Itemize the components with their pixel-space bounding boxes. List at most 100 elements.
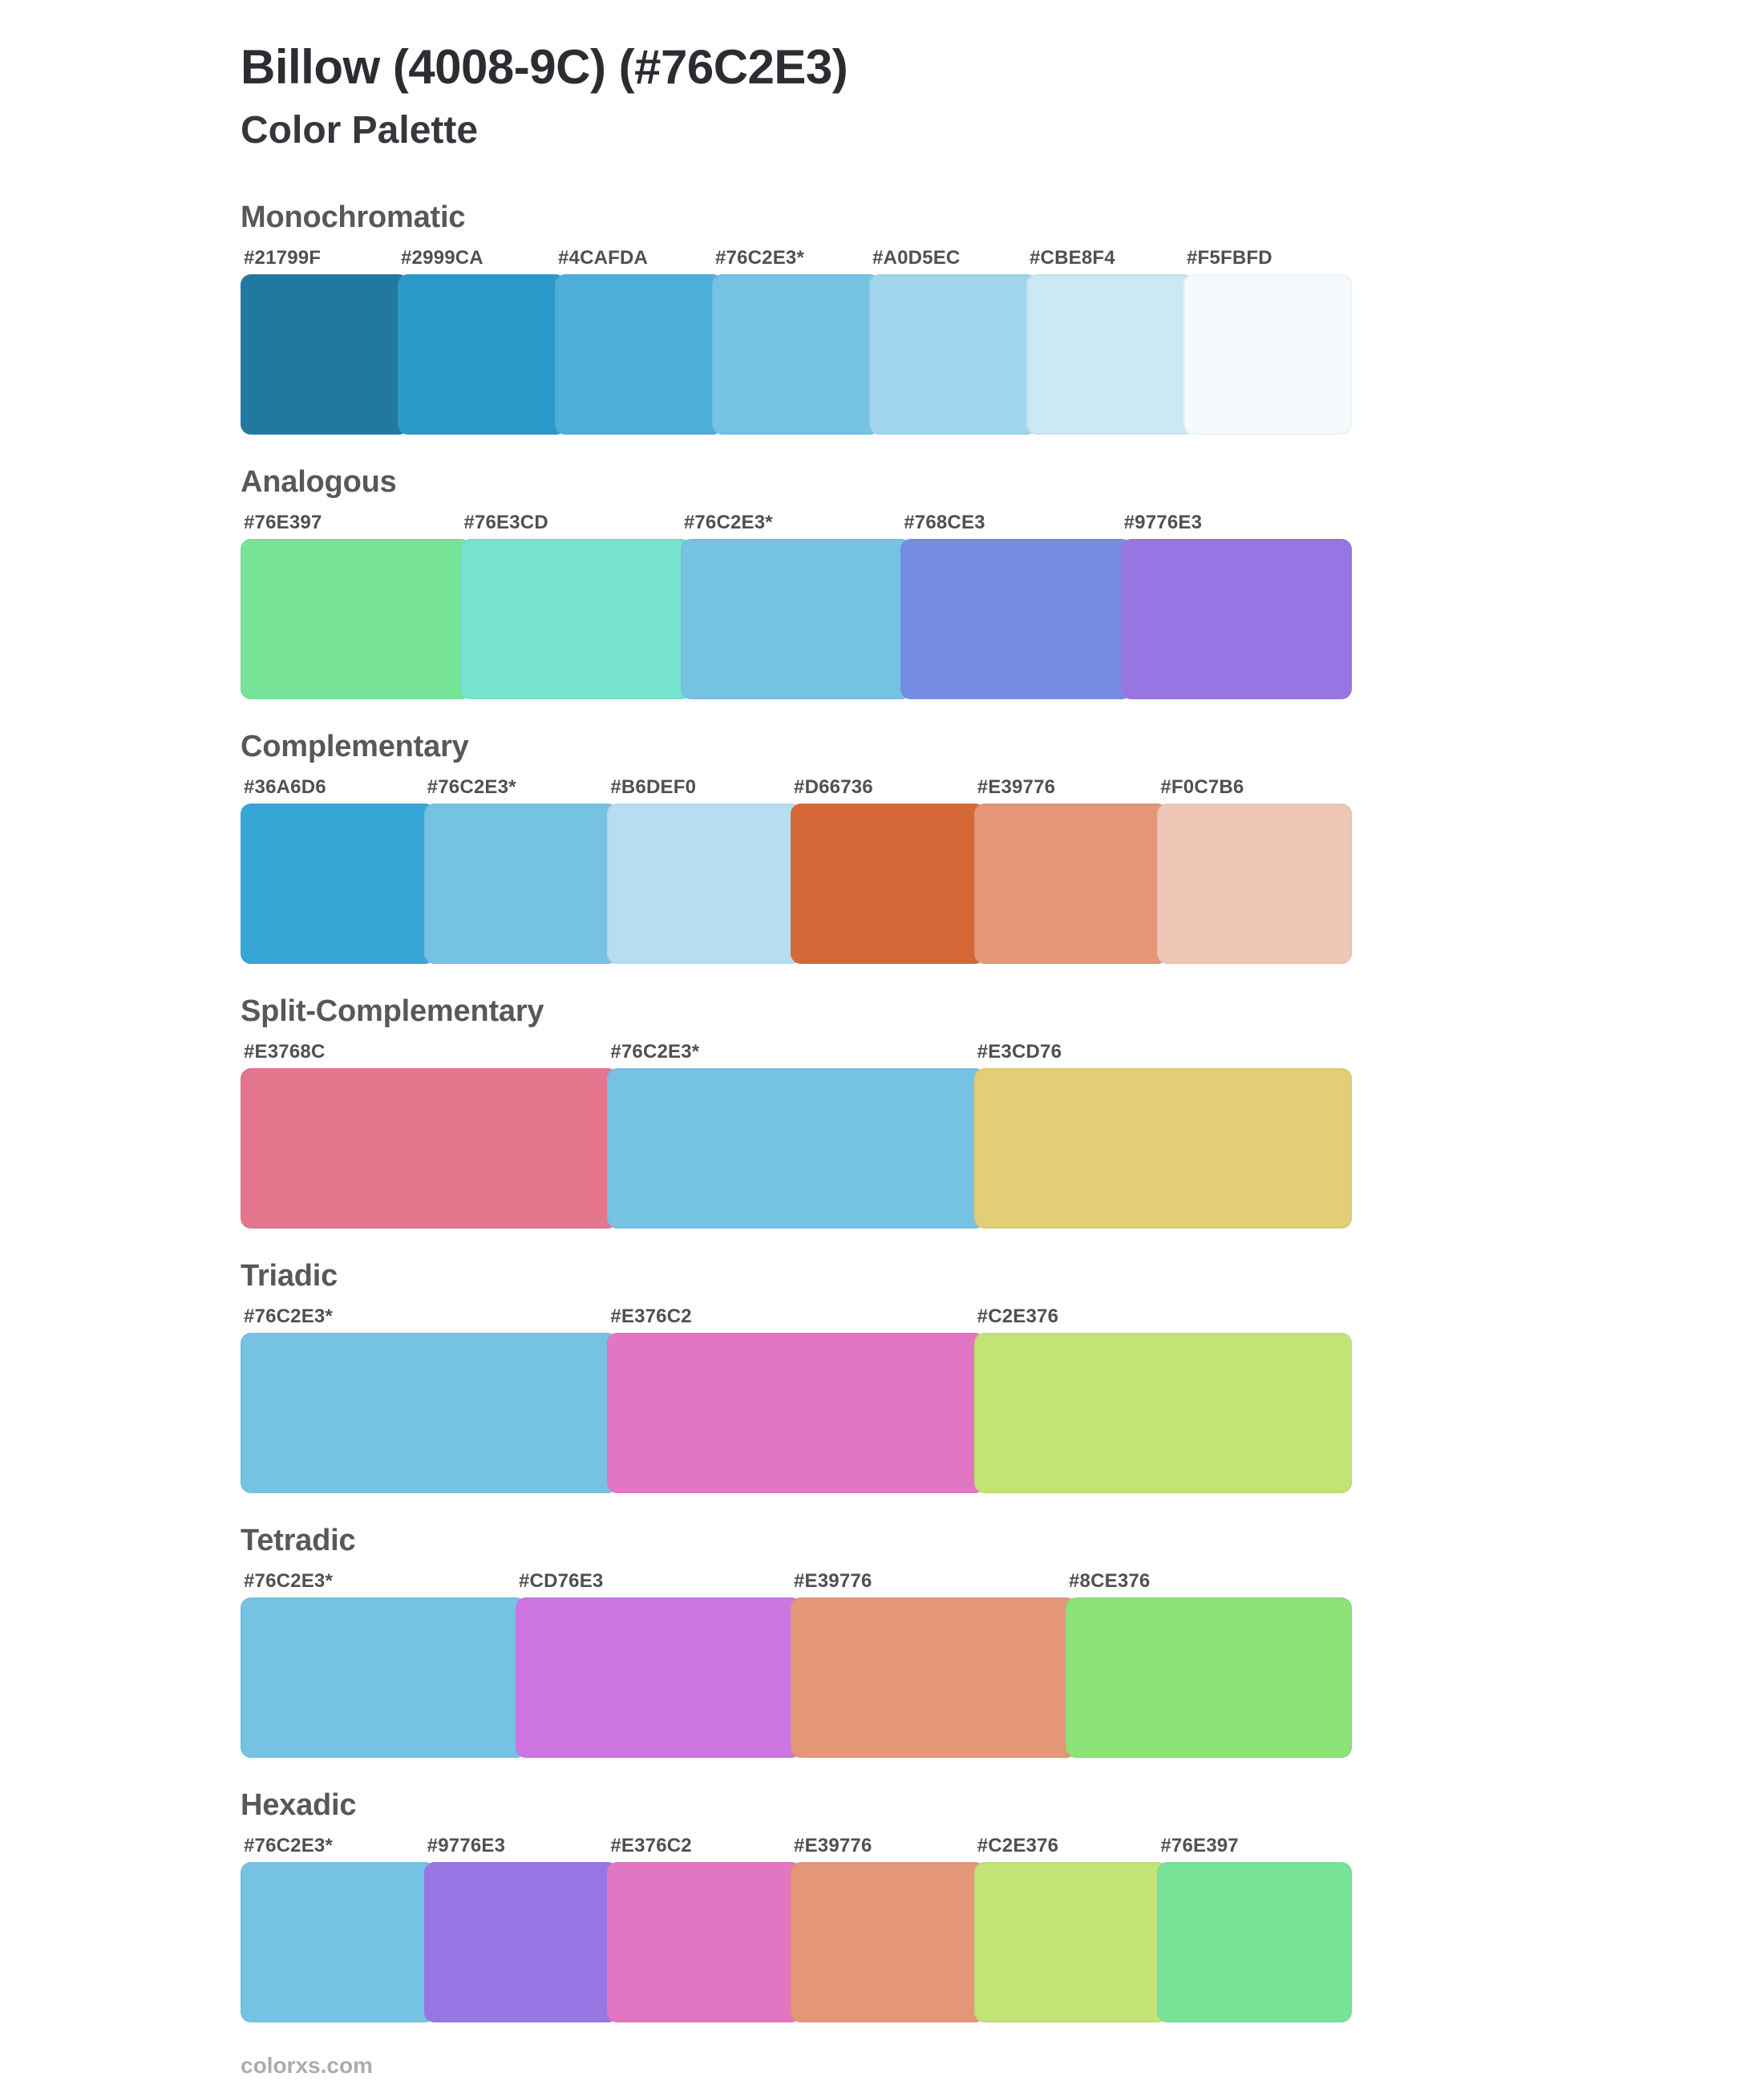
swatch-hex-label: #A0D5EC — [872, 247, 961, 269]
color-swatch[interactable] — [712, 274, 880, 435]
section-heading: Triadic — [241, 1259, 338, 1293]
color-swatch[interactable] — [1157, 804, 1353, 964]
color-swatch[interactable] — [423, 1862, 619, 2022]
swatch-hex-label: #36A6D6 — [244, 776, 326, 798]
color-swatch[interactable] — [423, 804, 619, 964]
section-analogous: Analogous #76E397 #76E3CD #76C2E3* #768CE3 #9… — [241, 464, 1353, 699]
swatch-hex-label: #21799F — [244, 247, 322, 269]
color-palette-page: Billow (4008-9C) (#76C2E3) Color Palette… — [241, 0, 1353, 2079]
swatch-hex-label: #2999CA — [401, 247, 483, 269]
section-heading: Monochromatic — [241, 200, 466, 234]
color-swatch[interactable] — [241, 1597, 527, 1758]
swatch-hex-label: #C2E376 — [977, 1835, 1059, 1856]
swatch-hex-label: #76E3CD — [463, 512, 548, 533]
swatch-hex-label: #E39776 — [977, 776, 1056, 798]
color-swatch[interactable] — [607, 1333, 985, 1493]
color-swatch[interactable] — [516, 1597, 802, 1758]
swatch-hex-label: #76C2E3* — [244, 1570, 334, 1592]
color-swatch[interactable] — [241, 804, 435, 964]
color-swatch[interactable] — [680, 539, 912, 699]
color-swatch[interactable] — [869, 274, 1038, 435]
swatch-hex-label: #9776E3 — [427, 1835, 506, 1856]
swatch-hex-label: #8CE376 — [1069, 1570, 1151, 1592]
color-swatch[interactable] — [241, 1333, 619, 1493]
color-swatch[interactable] — [973, 804, 1169, 964]
color-swatch[interactable] — [241, 1862, 435, 2022]
color-swatch[interactable] — [398, 274, 566, 435]
section-heading: Complementary — [241, 730, 469, 763]
color-swatch[interactable] — [791, 1597, 1077, 1758]
swatch-hex-label: #9776E3 — [1123, 512, 1203, 533]
swatch-bar — [241, 1333, 1352, 1493]
swatch-hex-label: #E3CD76 — [977, 1041, 1062, 1063]
color-swatch[interactable] — [1026, 274, 1195, 435]
color-swatch[interactable] — [1157, 1862, 1353, 2022]
color-swatch[interactable] — [791, 1862, 985, 2022]
section-monochromatic: Monochromatic #21799F #2999CA #4CAFDA #76C2E… — [241, 199, 1352, 435]
page-title: Billow (4008-9C) (#76C2E3) — [241, 40, 848, 94]
color-swatch[interactable] — [607, 804, 803, 964]
color-swatch[interactable] — [460, 539, 692, 699]
section-heading: Split-Complementary — [241, 994, 544, 1028]
color-swatch[interactable] — [900, 539, 1132, 699]
swatch-hex-label: #76E397 — [244, 512, 322, 533]
swatch-hex-label: #E3768C — [244, 1041, 326, 1063]
swatch-labels-row: #76C2E3* #E376C2 #C2E376 — [241, 1304, 1352, 1330]
section-heading: Hexadic — [241, 1788, 357, 1822]
swatch-labels-row: #76C2E3* #CD76E3 #E39776 #8CE376 — [241, 1569, 1352, 1594]
section-tetradic: Tetradic #76C2E3* #CD76E3 #E39776 #8CE376 — [241, 1522, 1352, 1758]
swatch-bar — [241, 804, 1353, 964]
swatch-bar — [241, 1068, 1352, 1229]
color-swatch[interactable] — [241, 1068, 619, 1229]
section-split-complementary: Split-Complementary #E3768C #76C2E3* #E3CD7… — [241, 993, 1352, 1229]
section-complementary: Complementary #36A6D6 #76C2E3* #B6DEF0 #D667… — [241, 728, 1353, 964]
swatch-bar — [241, 1597, 1352, 1758]
color-swatch[interactable] — [1120, 539, 1353, 699]
page-subtitle: Color Palette — [241, 109, 479, 152]
color-swatch[interactable] — [1066, 1597, 1352, 1758]
color-swatch[interactable] — [555, 274, 723, 435]
swatch-labels-row: #21799F #2999CA #4CAFDA #76C2E3* #A0D5EC #CBE… — [241, 245, 1352, 271]
swatch-hex-label: #768CE3 — [904, 512, 985, 533]
palette-sections: Monochromatic #21799F #2999CA #4CAFDA #76C2E… — [241, 199, 1353, 2022]
swatch-bar — [241, 274, 1352, 435]
swatch-hex-label: #E376C2 — [610, 1835, 692, 1856]
color-swatch[interactable] — [1183, 274, 1352, 435]
color-swatch[interactable] — [241, 539, 472, 699]
color-swatch[interactable] — [607, 1068, 985, 1229]
section-heading: Analogous — [241, 465, 397, 499]
swatch-hex-label: #C2E376 — [977, 1306, 1059, 1327]
swatch-hex-label: #CBE8F4 — [1030, 247, 1115, 269]
color-swatch[interactable] — [607, 1862, 803, 2022]
swatch-bar — [241, 1862, 1353, 2022]
swatch-hex-label: #76C2E3* — [244, 1306, 334, 1327]
section-hexadic: Hexadic #76C2E3* #9776E3 #E376C2 #E39776 #C2E… — [241, 1787, 1353, 2022]
swatch-hex-label: #4CAFDA — [558, 247, 649, 269]
swatch-labels-row: #76E397 #76E3CD #76C2E3* #768CE3 #9776E3 — [241, 510, 1352, 536]
footer-site-label: colorxs.com — [241, 2053, 373, 2078]
swatch-labels-row: #36A6D6 #76C2E3* #B6DEF0 #D66736 #E39776 #F0C… — [241, 775, 1352, 800]
swatch-hex-label: #E39776 — [794, 1835, 872, 1856]
swatch-hex-label: #76C2E3* — [244, 1835, 334, 1856]
swatch-hex-label: #76C2E3* — [715, 247, 805, 269]
color-swatch[interactable] — [973, 1862, 1169, 2022]
swatch-hex-label: #B6DEF0 — [610, 776, 697, 798]
swatch-hex-label: #E39776 — [794, 1570, 872, 1592]
color-swatch[interactable] — [241, 274, 409, 435]
swatch-hex-label: #F5FBFD — [1187, 247, 1272, 269]
color-swatch[interactable] — [791, 804, 985, 964]
swatch-hex-label: #76C2E3* — [683, 512, 773, 533]
swatch-hex-label: #F0C7B6 — [1160, 776, 1244, 798]
swatch-hex-label: #76C2E3* — [427, 776, 516, 798]
swatch-bar — [241, 539, 1353, 699]
swatch-hex-label: #D66736 — [794, 776, 873, 798]
color-swatch[interactable] — [973, 1333, 1352, 1493]
swatch-hex-label: #E376C2 — [610, 1306, 692, 1327]
section-heading: Tetradic — [241, 1524, 356, 1557]
swatch-labels-row: #76C2E3* #9776E3 #E376C2 #E39776 #C2E376 #76E… — [241, 1833, 1352, 1859]
swatch-hex-label: #CD76E3 — [519, 1570, 604, 1592]
swatch-hex-label: #76C2E3* — [610, 1041, 700, 1063]
swatch-labels-row: #E3768C #76C2E3* #E3CD76 — [241, 1039, 1352, 1065]
swatch-hex-label: #76E397 — [1160, 1835, 1239, 1856]
color-swatch[interactable] — [973, 1068, 1352, 1229]
